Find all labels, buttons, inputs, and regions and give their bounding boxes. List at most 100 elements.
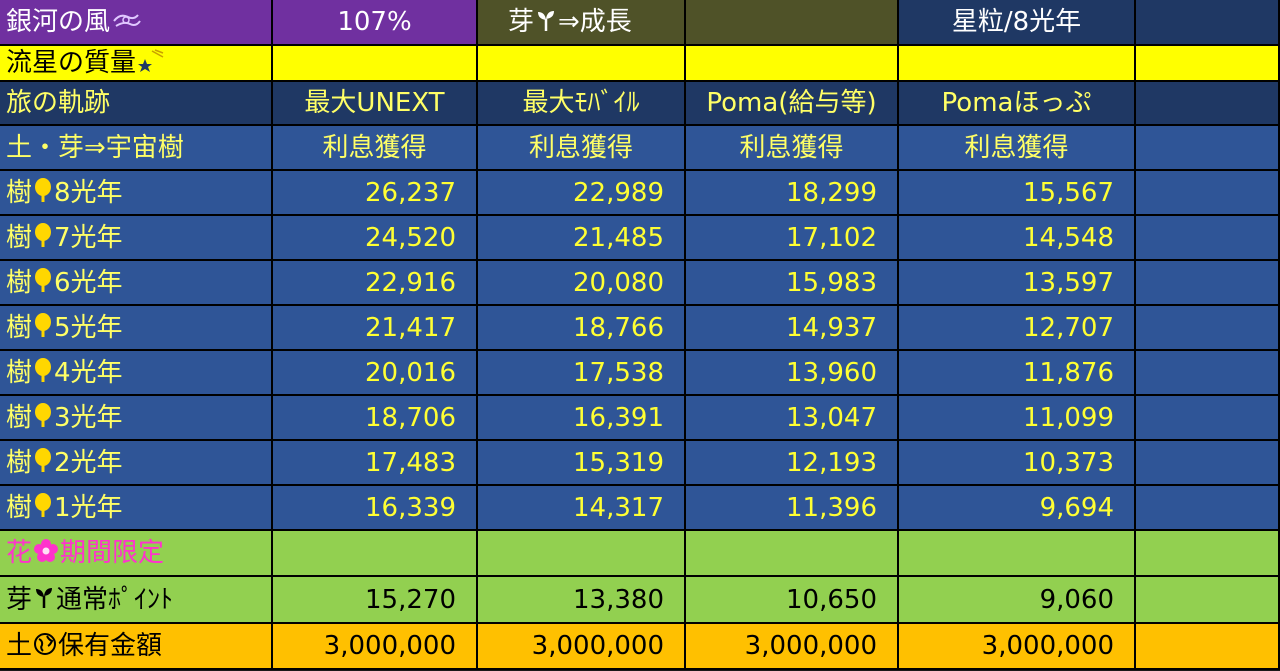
sprout-value-cell[interactable]: 15,270 <box>273 577 478 624</box>
tree-row-label-cell[interactable]: 樹 6光年 <box>0 261 273 306</box>
tree-value-cell[interactable]: 17,102 <box>686 216 899 261</box>
flower-empty-cell[interactable] <box>899 531 1136 577</box>
tree-value-cell[interactable]: 16,339 <box>273 486 478 531</box>
cell-meteor-mass[interactable]: 流星の質量 <box>0 46 273 82</box>
tree-row-label-cell[interactable]: 樹 2光年 <box>0 441 273 486</box>
tree-value: 13,960 <box>786 357 877 388</box>
tree-empty-cell[interactable] <box>1136 441 1280 486</box>
sprout-value-cell[interactable]: 10,650 <box>686 577 899 624</box>
sub-header-col-1[interactable]: 利息獲得 <box>273 126 478 171</box>
soil-value-cell[interactable]: 3,000,000 <box>899 624 1136 670</box>
tree-value: 18,766 <box>573 312 664 343</box>
tree-icon <box>34 267 52 298</box>
cell-soil-sprout-tree[interactable]: 土・芽⇒宇宙樹 <box>0 126 273 171</box>
cell-journey-label[interactable]: 旅の軌跡 <box>0 82 273 126</box>
tree-value-cell[interactable]: 15,567 <box>899 171 1136 216</box>
cell-star-grains[interactable]: 星粒/8光年 <box>899 0 1136 46</box>
tree-value-cell[interactable]: 21,417 <box>273 306 478 351</box>
soil-value-cell[interactable]: 3,000,000 <box>686 624 899 670</box>
sub-header-col-3[interactable]: 利息獲得 <box>686 126 899 171</box>
tree-value-cell[interactable]: 10,373 <box>899 441 1136 486</box>
tree-value-cell[interactable]: 26,237 <box>273 171 478 216</box>
cell-soil-holdings[interactable]: 土 保有金額 <box>0 624 273 670</box>
cell-galaxy-wind[interactable]: 銀河の風 <box>0 0 273 46</box>
tree-row-label-cell[interactable]: 樹 8光年 <box>0 171 273 216</box>
tree-value: 12,707 <box>1023 312 1114 343</box>
tree-empty-cell[interactable] <box>1136 261 1280 306</box>
tree-row-label-cell[interactable]: 樹 5光年 <box>0 306 273 351</box>
cell-meteor-5[interactable] <box>1136 46 1280 82</box>
tree-value: 20,080 <box>573 267 664 298</box>
header-col-mobile[interactable]: 最大ﾓﾊﾞｲﾙ <box>478 82 686 126</box>
tree-value-cell[interactable]: 15,319 <box>478 441 686 486</box>
tree-value-cell[interactable]: 18,766 <box>478 306 686 351</box>
tree-value-cell[interactable]: 17,538 <box>478 351 686 396</box>
cell-empty-sub-5[interactable] <box>1136 126 1280 171</box>
flower-empty-cell[interactable] <box>478 531 686 577</box>
tree-value-cell[interactable]: 20,016 <box>273 351 478 396</box>
tree-value: 16,391 <box>573 402 664 433</box>
tree-value-cell[interactable]: 11,876 <box>899 351 1136 396</box>
cell-meteor-4[interactable] <box>899 46 1136 82</box>
tree-row-label-cell[interactable]: 樹 1光年 <box>0 486 273 531</box>
cell-meteor-1[interactable] <box>273 46 478 82</box>
sub-header-col-4[interactable]: 利息獲得 <box>899 126 1136 171</box>
tree-value-cell[interactable]: 14,317 <box>478 486 686 531</box>
tree-value-cell[interactable]: 13,047 <box>686 396 899 441</box>
sprout-value-cell[interactable]: 13,380 <box>478 577 686 624</box>
cell-flower-limited[interactable]: 花 期間限定 <box>0 531 273 577</box>
sub-header-col-2[interactable]: 利息獲得 <box>478 126 686 171</box>
tree-label-pre: 樹 <box>6 177 33 208</box>
header-col-unext[interactable]: 最大UNEXT <box>273 82 478 126</box>
tree-value-cell[interactable]: 13,597 <box>899 261 1136 306</box>
sprout-value-cell[interactable]: 9,060 <box>899 577 1136 624</box>
soil-value-cell[interactable]: 3,000,000 <box>273 624 478 670</box>
cell-sprout-points[interactable]: 芽 通常ﾎﾟｲﾝﾄ <box>0 577 273 624</box>
tree-value-cell[interactable]: 18,706 <box>273 396 478 441</box>
tree-empty-cell[interactable] <box>1136 351 1280 396</box>
header-col-poma-hop[interactable]: Pomaほっぷ <box>899 82 1136 126</box>
tree-value-cell[interactable]: 18,299 <box>686 171 899 216</box>
cell-rate[interactable]: 107% <box>273 0 478 46</box>
flower-empty-cell[interactable] <box>273 531 478 577</box>
header-col-poma-salary[interactable]: Poma(給与等) <box>686 82 899 126</box>
header-col-label: Poma(給与等) <box>706 88 877 118</box>
tree-value-cell[interactable]: 21,485 <box>478 216 686 261</box>
tree-value-cell[interactable]: 22,989 <box>478 171 686 216</box>
tree-value-cell[interactable]: 17,483 <box>273 441 478 486</box>
cell-meteor-3[interactable] <box>686 46 899 82</box>
tree-value-cell[interactable]: 13,960 <box>686 351 899 396</box>
tree-empty-cell[interactable] <box>1136 486 1280 531</box>
tree-value-cell[interactable]: 14,937 <box>686 306 899 351</box>
tree-row-label-cell[interactable]: 樹 3光年 <box>0 396 273 441</box>
flower-empty-cell[interactable] <box>1136 531 1280 577</box>
tree-value-cell[interactable]: 11,396 <box>686 486 899 531</box>
tree-value-cell[interactable]: 9,694 <box>899 486 1136 531</box>
tree-row-label-cell[interactable]: 樹 4光年 <box>0 351 273 396</box>
flower-empty-cell[interactable] <box>686 531 899 577</box>
cell-sprout-growth[interactable]: 芽 ⇒成長 <box>478 0 686 46</box>
tree-value-cell[interactable]: 20,080 <box>478 261 686 306</box>
tree-value-cell[interactable]: 12,193 <box>686 441 899 486</box>
soil-empty-cell[interactable] <box>1136 624 1280 670</box>
tree-row-label-cell[interactable]: 樹 7光年 <box>0 216 273 261</box>
tree-value-cell[interactable]: 16,391 <box>478 396 686 441</box>
cell-empty-header-5[interactable] <box>1136 82 1280 126</box>
cell-meteor-2[interactable] <box>478 46 686 82</box>
soil-value-cell[interactable]: 3,000,000 <box>478 624 686 670</box>
tree-value-cell[interactable]: 12,707 <box>899 306 1136 351</box>
tree-value-cell[interactable]: 24,520 <box>273 216 478 261</box>
star-grains-label: 星粒/8光年 <box>951 7 1082 37</box>
tree-empty-cell[interactable] <box>1136 396 1280 441</box>
tree-empty-cell[interactable] <box>1136 306 1280 351</box>
tree-empty-cell[interactable] <box>1136 216 1280 261</box>
tree-value: 9,694 <box>1039 492 1114 523</box>
tree-value-cell[interactable]: 11,099 <box>899 396 1136 441</box>
tree-empty-cell[interactable] <box>1136 171 1280 216</box>
tree-value-cell[interactable]: 22,916 <box>273 261 478 306</box>
tree-value-cell[interactable]: 15,983 <box>686 261 899 306</box>
tree-value-cell[interactable]: 14,548 <box>899 216 1136 261</box>
cell-empty-title-5[interactable] <box>1136 0 1280 46</box>
cell-empty-title-3[interactable] <box>686 0 899 46</box>
sprout-empty-cell[interactable] <box>1136 577 1280 624</box>
